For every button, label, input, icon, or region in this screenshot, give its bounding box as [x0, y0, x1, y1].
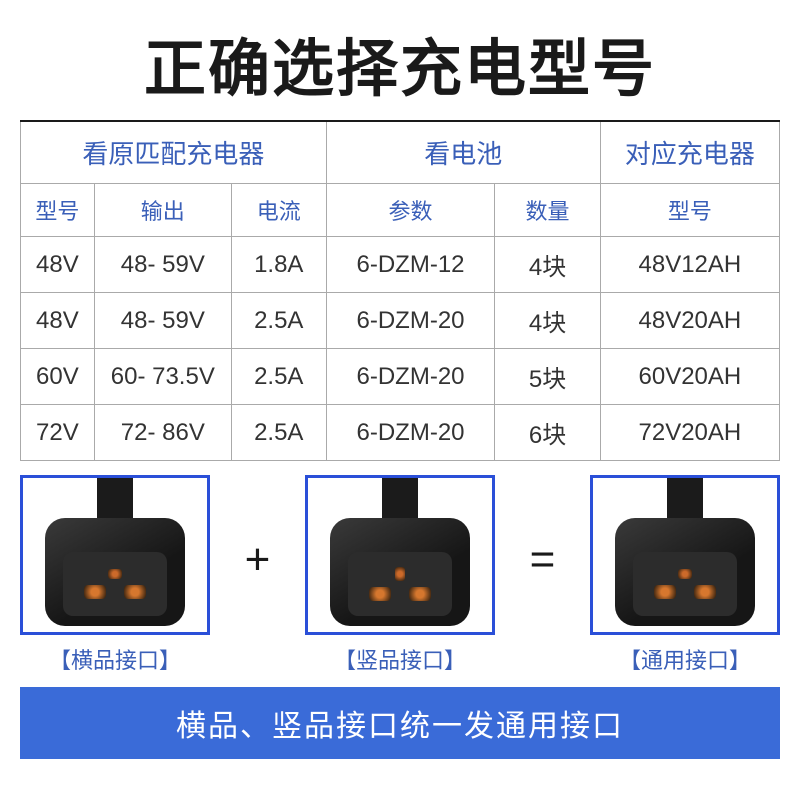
subhead-qty: 数量 — [495, 184, 600, 237]
connector-vertical: 【竖品接口】 — [305, 475, 495, 675]
group-header-charger: 看原匹配充电器 — [21, 122, 327, 184]
subhead-model: 型号 — [21, 184, 95, 237]
table-row: 72V 72- 86V 2.5A 6-DZM-20 6块 72V20AH — [21, 405, 780, 461]
cell: 48V20AH — [600, 293, 779, 349]
connector-universal: 【通用接口】 — [590, 475, 780, 675]
subhead-output: 输出 — [94, 184, 231, 237]
subhead-param: 参数 — [326, 184, 495, 237]
table-row: 48V 48- 59V 1.8A 6-DZM-12 4块 48V12AH — [21, 237, 780, 293]
cell: 5块 — [495, 349, 600, 405]
connector-label: 【横品接口】 — [49, 643, 181, 675]
cell: 4块 — [495, 237, 600, 293]
group-header-battery: 看电池 — [326, 122, 600, 184]
plus-operator: + — [241, 535, 275, 585]
cell: 2.5A — [231, 349, 326, 405]
cell: 48V12AH — [600, 237, 779, 293]
sub-header-row: 型号 输出 电流 参数 数量 型号 — [21, 184, 780, 237]
cell: 72V — [21, 405, 95, 461]
connector-box — [20, 475, 210, 635]
group-header-result: 对应充电器 — [600, 122, 779, 184]
cell: 2.5A — [231, 405, 326, 461]
subhead-charger-model: 型号 — [600, 184, 779, 237]
footer-banner: 横品、竖品接口统一发通用接口 — [20, 687, 780, 759]
page-title: 正确选择充电型号 — [0, 0, 800, 120]
connector-horizontal: 【横品接口】 — [20, 475, 210, 675]
cell: 48V — [21, 237, 95, 293]
spec-table-wrap: 看原匹配充电器 看电池 对应充电器 型号 输出 电流 参数 数量 型号 48V … — [20, 120, 780, 461]
cell: 60V20AH — [600, 349, 779, 405]
group-header-row: 看原匹配充电器 看电池 对应充电器 — [21, 122, 780, 184]
equals-operator: = — [526, 535, 560, 585]
plug-icon — [35, 482, 195, 632]
cell: 2.5A — [231, 293, 326, 349]
table-row: 48V 48- 59V 2.5A 6-DZM-20 4块 48V20AH — [21, 293, 780, 349]
cell: 48- 59V — [94, 237, 231, 293]
cell: 1.8A — [231, 237, 326, 293]
subhead-current: 电流 — [231, 184, 326, 237]
cell: 6-DZM-20 — [326, 405, 495, 461]
cell: 6-DZM-20 — [326, 293, 495, 349]
connector-box — [590, 475, 780, 635]
cell: 6-DZM-20 — [326, 349, 495, 405]
cell: 60V — [21, 349, 95, 405]
cell: 6块 — [495, 405, 600, 461]
cell: 48- 59V — [94, 293, 231, 349]
connector-box — [305, 475, 495, 635]
connector-label: 【通用接口】 — [619, 643, 751, 675]
cell: 72V20AH — [600, 405, 779, 461]
connector-label: 【竖品接口】 — [334, 643, 466, 675]
table-row: 60V 60- 73.5V 2.5A 6-DZM-20 5块 60V20AH — [21, 349, 780, 405]
spec-table: 看原匹配充电器 看电池 对应充电器 型号 输出 电流 参数 数量 型号 48V … — [20, 122, 780, 461]
plug-icon — [320, 482, 480, 632]
connectors-row: 【横品接口】 + 【竖品接口】 = — [20, 475, 780, 675]
cell: 48V — [21, 293, 95, 349]
cell: 72- 86V — [94, 405, 231, 461]
cell: 60- 73.5V — [94, 349, 231, 405]
plug-icon — [605, 482, 765, 632]
cell: 4块 — [495, 293, 600, 349]
cell: 6-DZM-12 — [326, 237, 495, 293]
